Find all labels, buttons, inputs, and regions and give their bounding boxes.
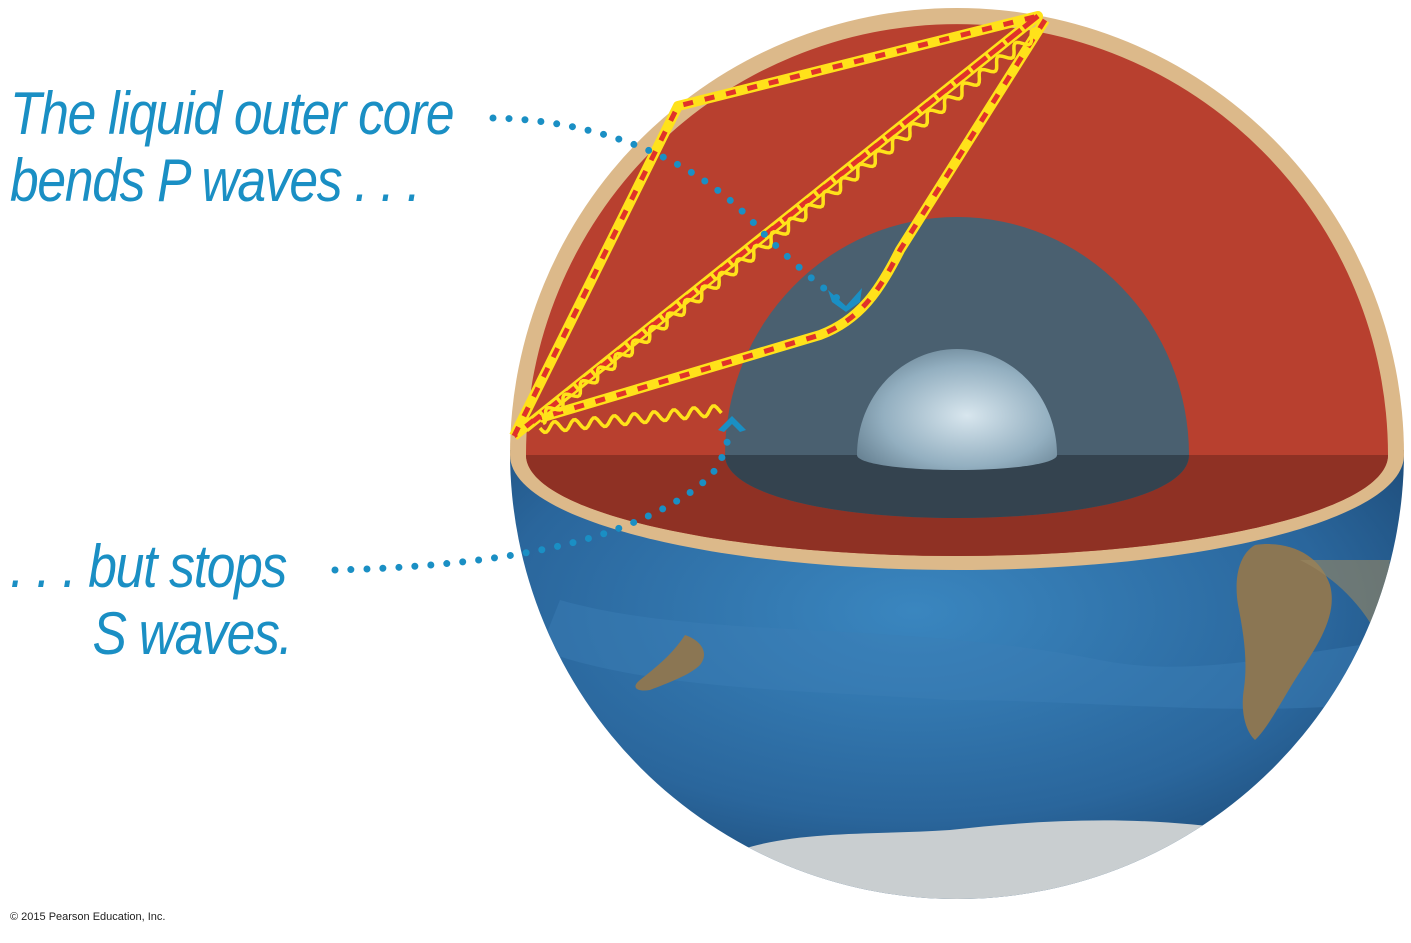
- s-wave-caption-line2: S waves.: [92, 600, 293, 668]
- copyright-notice: © 2015 Pearson Education, Inc.: [10, 911, 166, 923]
- pointer-lines: [331, 114, 844, 574]
- p-wave-caption-line2: bends P waves . . .: [10, 147, 421, 215]
- dotted-arrow-down-icon: [828, 288, 862, 312]
- dotted-arrow-up-icon: [718, 416, 746, 432]
- p-wave-caption-line1: The liquid outer core: [10, 80, 455, 147]
- south-america-landmass: [1236, 544, 1332, 740]
- new-zealand-landmass: [635, 635, 705, 691]
- s-wave-paths: [538, 27, 1041, 435]
- pointer-s-wave: [331, 424, 734, 574]
- inner-core-layer: [857, 349, 1057, 470]
- cutaway-face: [510, 8, 1404, 570]
- s-wave-caption-line1: . . . but stops: [10, 533, 287, 600]
- p-wave-paths: [509, 11, 1050, 440]
- p-wave-caption: The liquid outer core bends P waves . . …: [10, 80, 455, 215]
- s-wave-caption: . . . but stops S waves.: [10, 533, 293, 668]
- pointer-p-wave: [489, 114, 844, 304]
